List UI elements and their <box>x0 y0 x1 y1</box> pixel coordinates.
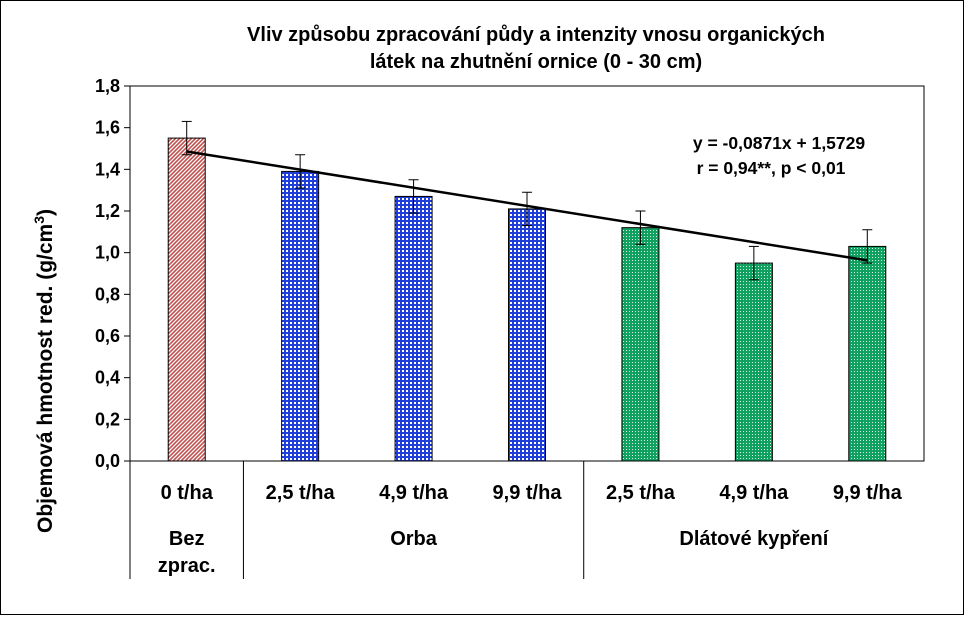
bar <box>734 262 773 462</box>
error-bars-group <box>181 120 873 281</box>
bar <box>848 245 887 462</box>
category-label: 4,9 t/ha <box>719 482 789 504</box>
bars-group <box>167 137 887 462</box>
trendline-group <box>186 150 868 262</box>
y-tick-label: 1,6 <box>95 118 120 138</box>
y-axis-label-superscript: 3 <box>31 216 47 224</box>
y-tick-label: 1,2 <box>95 201 120 221</box>
y-tick-label: 0,4 <box>95 368 120 388</box>
y-tick-label: 0,0 <box>95 451 120 471</box>
y-axis-label: Objemová hmotnost red. (g/cm3) <box>31 209 57 533</box>
chart-title-line-2: látek na zhutnění ornice (0 - 30 cm) <box>370 51 702 73</box>
category-label: 4,9 t/ha <box>379 482 449 504</box>
category-label: 9,9 t/ha <box>493 482 563 504</box>
trendline-equation: y = -0,0871x + 1,5729 <box>693 133 865 153</box>
y-tick-label: 1,4 <box>95 159 120 179</box>
y-tick-label: 1,0 <box>95 243 120 263</box>
y-tick-label: 0,6 <box>95 326 120 346</box>
category-label: 2,5 t/ha <box>266 482 336 504</box>
group-label: Dlátové kypření <box>679 528 829 550</box>
trendline-statistics: r = 0,94**, p < 0,01 <box>697 158 846 178</box>
category-label: 2,5 t/ha <box>606 482 676 504</box>
bar <box>508 208 546 462</box>
bar <box>394 195 433 462</box>
y-axis-label-close: ) <box>34 209 57 216</box>
bar <box>621 227 660 462</box>
y-tick-label: 0,2 <box>95 409 120 429</box>
y-tick-label: 1,8 <box>95 76 120 96</box>
group-label: Orba <box>390 528 438 550</box>
bar <box>281 170 320 462</box>
bar <box>167 137 206 462</box>
y-axis: 0,0 0,2 0,4 0,6 0,8 1,0 1,2 1,4 1,6 1,8 <box>95 76 130 471</box>
x-axis: 0 t/ha 2,5 t/ha 4,9 t/ha 9,9 t/ha 2,5 t/ha 4,… <box>129 461 903 579</box>
trendline <box>186 150 868 262</box>
category-label: 0 t/ha <box>161 482 214 504</box>
y-tick-label: 0,8 <box>95 284 120 304</box>
group-label: zprac. <box>158 555 216 577</box>
chart-title-line-1: Vliv způsobu zpracování půdy a intenzity… <box>247 24 825 46</box>
category-label: 9,9 t/ha <box>833 482 903 504</box>
group-label: Bez <box>169 528 205 550</box>
